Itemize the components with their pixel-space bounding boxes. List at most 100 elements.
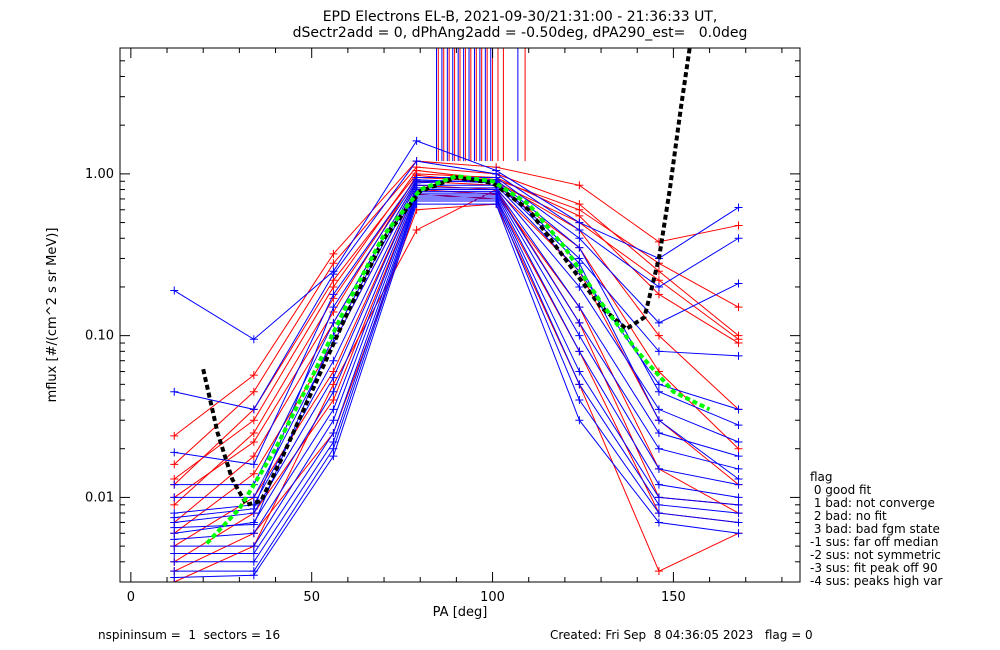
legend-item-good-fit: 0 good fit — [810, 483, 872, 497]
data-point-21-1 — [249, 542, 258, 551]
y-axis-label: mflux [#/(cm^2 s sr MeV)] — [45, 228, 60, 403]
data-point-3-0 — [170, 500, 179, 509]
data-point-5-1 — [249, 469, 258, 478]
axes: 0 50 100 150 0.01 0.10 1.00 PA [deg] mflux [#/(c… — [45, 47, 801, 620]
data-point-17-6 — [654, 405, 663, 414]
data-point-3-1 — [249, 429, 258, 438]
data-point-11-6 — [654, 276, 663, 285]
data-point-22-1 — [249, 549, 258, 558]
data-point-20-5 — [575, 331, 584, 340]
legend-item-bad-fgm: 3 bad: bad fgm state — [810, 522, 940, 536]
series-line-13 — [174, 160, 739, 410]
data-point-12-1 — [249, 335, 258, 344]
series-line-1 — [173, 166, 739, 465]
legend-item-not-converge: 1 bad: not converge — [810, 496, 935, 510]
data-point-17-7 — [734, 438, 743, 447]
series-line-23 — [174, 198, 739, 563]
data-point-15-6 — [654, 347, 663, 356]
data-point-13-7 — [734, 234, 743, 243]
data-point-20-1 — [249, 529, 258, 538]
data-point-25-1 — [249, 571, 258, 580]
data-point-25-2 — [329, 452, 338, 461]
data-point-16-7 — [734, 405, 743, 414]
data-point-27-0 — [170, 513, 179, 522]
series-line-12 — [173, 140, 739, 340]
saturated-bin-lines — [435, 48, 526, 162]
data-point-24-6 — [654, 509, 663, 518]
data-point-0-1 — [249, 371, 258, 380]
data-point-13-1 — [249, 405, 258, 414]
data-point-21-2 — [329, 416, 338, 425]
series-line-20 — [174, 192, 739, 540]
data-point-19-7 — [734, 464, 743, 473]
footer-left: nspininsum = 1 sectors = 16 — [98, 628, 281, 642]
series-line-5 — [173, 184, 739, 534]
data-point-25-5 — [575, 416, 584, 425]
data-point-17-5 — [575, 282, 584, 291]
fit-curves — [201, 48, 711, 545]
data-point-13-2 — [329, 270, 338, 279]
legend-heading: flag — [810, 470, 833, 484]
data-point-4-1 — [249, 452, 258, 461]
data-point-25-7 — [734, 529, 743, 538]
data-point-25-6 — [654, 518, 663, 527]
data-point-27-7 — [734, 474, 743, 483]
data-point-18-6 — [654, 429, 663, 438]
data-point-19-6 — [654, 444, 663, 453]
series-line-4 — [173, 180, 739, 523]
legend-item-peaks-high-var: -4 sus: peaks high var — [810, 574, 943, 588]
series-line-9 — [174, 188, 739, 582]
x-tick-label-2: 100 — [480, 590, 505, 605]
data-point-14-2 — [329, 290, 338, 299]
data-point-26-1 — [249, 520, 258, 529]
data-point-27-2 — [329, 303, 338, 312]
data-point-1-2 — [329, 259, 338, 268]
data-point-14-7 — [734, 279, 743, 288]
data-point-26-5 — [575, 243, 584, 252]
data-point-14-5 — [575, 234, 584, 243]
data-point-19-5 — [575, 318, 584, 327]
data-point-27-6 — [654, 416, 663, 425]
data-point-21-5 — [575, 347, 584, 356]
data-point-22-0 — [170, 549, 179, 558]
data-point-25-4 — [492, 200, 501, 209]
chart-title-line2: dSectr2add = 0, dPhAng2add = -0.50deg, d… — [292, 25, 748, 41]
data-point-21-0 — [170, 542, 179, 551]
data-point-14-6 — [654, 318, 663, 327]
y-tick-label-1: 0.10 — [85, 329, 114, 344]
data-point-10-1 — [249, 416, 258, 425]
data-point-0-0 — [170, 431, 179, 440]
chart-title-line1: EPD Electrons EL-B, 2021-09-30/21:31:00 … — [322, 9, 718, 25]
y-tick-label-2: 1.00 — [85, 167, 114, 182]
legend-item-no-fit: 2 bad: no fit — [810, 509, 887, 523]
data-point-18-7 — [734, 452, 743, 461]
data-point-17-2 — [329, 356, 338, 365]
series-line-25 — [174, 203, 739, 578]
data-point-27-1 — [249, 504, 258, 513]
data-point-3-6 — [654, 331, 663, 340]
series-line-8 — [174, 203, 739, 572]
data-point-9-3 — [412, 225, 421, 234]
data-point-24-7 — [734, 518, 743, 527]
data-point-21-6 — [654, 480, 663, 489]
data-point-2-6 — [654, 290, 663, 299]
data-point-0-2 — [329, 249, 338, 258]
data-point-10-2 — [329, 282, 338, 291]
data-point-13-5 — [575, 225, 584, 234]
series-line-19 — [174, 190, 739, 534]
data-point-25-0 — [170, 573, 179, 582]
fit-curve-green — [205, 173, 711, 545]
data-point-23-5 — [575, 380, 584, 389]
data-point-20-6 — [654, 464, 663, 473]
data-point-23-7 — [734, 509, 743, 518]
series-line-15 — [174, 180, 739, 486]
data-point-12-3 — [412, 136, 421, 145]
data-point-10-7 — [734, 303, 743, 312]
series-line-3 — [173, 176, 739, 506]
series-line-0 — [173, 160, 739, 437]
data-point-14-1 — [249, 460, 258, 469]
data-point-23-1 — [249, 557, 258, 566]
data-point-24-5 — [575, 396, 584, 405]
data-point-15-7 — [734, 351, 743, 360]
